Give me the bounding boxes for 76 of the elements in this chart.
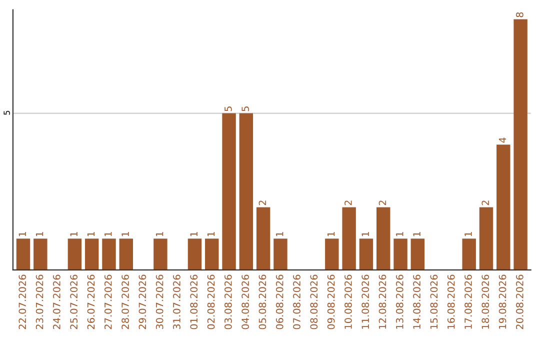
x-tick-label: 16.08.2026 [447,274,455,329]
data-label: 1 [362,232,369,236]
data-label: 1 [413,232,420,236]
x-tick-label: 07.08.2026 [293,274,300,330]
x-tick-label: 26.07.2026 [87,274,95,330]
data-label: 1 [122,232,129,236]
x-tick-label: 20.08.2026 [516,274,524,330]
x-tick-label: 05.08.2026 [258,274,266,330]
x-tick-label: 10.08.2026 [344,274,352,329]
bar [68,238,82,270]
x-tick-label: 01.08.2026 [190,274,198,330]
data-label: 1 [104,232,112,236]
bar [394,238,408,270]
data-label: 5 [224,106,232,112]
data-label: 1 [207,232,215,236]
bar [462,238,476,270]
x-tick-label: 09.08.2026 [327,274,335,330]
x-tick-label: 06.08.2026 [276,274,284,330]
x-tick-label: 30.07.2026 [156,274,164,330]
data-label: 1 [36,232,44,236]
bar [102,238,116,270]
data-label: 2 [482,200,489,206]
x-tick-label: 15.08.2026 [430,274,438,329]
bar [256,207,270,270]
bar [239,113,254,270]
bar [479,207,494,270]
bar [514,19,528,270]
data-label: 2 [258,200,266,206]
data-label: 1 [276,232,284,236]
x-tick-label: 08.08.2026 [310,274,318,330]
x-tick-label: 25.07.2026 [70,274,78,330]
x-tick-label: 13.08.2026 [396,274,404,329]
data-label: 1 [156,232,164,236]
data-label: 2 [378,200,386,206]
bar [119,238,133,270]
x-tick-label: 27.07.2026 [104,274,112,330]
data-label: 1 [396,232,404,236]
x-tick-label: 31.07.2026 [173,274,180,330]
data-label: 4 [498,138,506,143]
bar [325,238,339,270]
data-label: 1 [328,232,335,236]
x-tick-label: 17.08.2026 [464,274,472,329]
bar [188,238,202,270]
x-tick-label: 19.08.2026 [498,274,506,329]
x-tick-label: 04.08.2026 [242,274,249,330]
x-tick-label: 02.08.2026 [207,274,215,330]
x-tick-label: 28.07.2026 [122,274,129,330]
bar [342,207,356,270]
x-tick-label: 14.08.2026 [413,274,420,329]
bar [34,238,48,270]
x-tick-label: 23.07.2026 [36,274,44,330]
x-tick-label: 22.07.2026 [18,274,26,330]
x-tick-label: 03.08.2026 [224,274,232,330]
bar [205,238,219,270]
bar [274,238,288,270]
bar [359,238,374,270]
data-label: 1 [70,232,78,236]
bar [410,238,425,270]
bar [376,207,390,270]
x-tick-label: 18.08.2026 [482,274,490,329]
data-label: 5 [242,106,249,112]
data-label: 2 [344,200,352,206]
bar [16,238,30,270]
data-label: 8 [516,12,524,18]
bar [154,238,168,270]
data-label: 1 [18,232,26,236]
data-label: 1 [464,232,472,236]
bar [222,113,236,270]
bar [496,144,510,270]
bar [84,238,99,270]
x-tick-label: 24.07.2026 [53,274,60,330]
x-tick-label: 29.07.2026 [138,274,146,330]
x-tick-label: 12.08.2026 [378,274,386,329]
x-tick-label: 11.08.2026 [362,274,370,329]
data-label: 1 [190,232,198,236]
data-label: 1 [87,232,95,236]
